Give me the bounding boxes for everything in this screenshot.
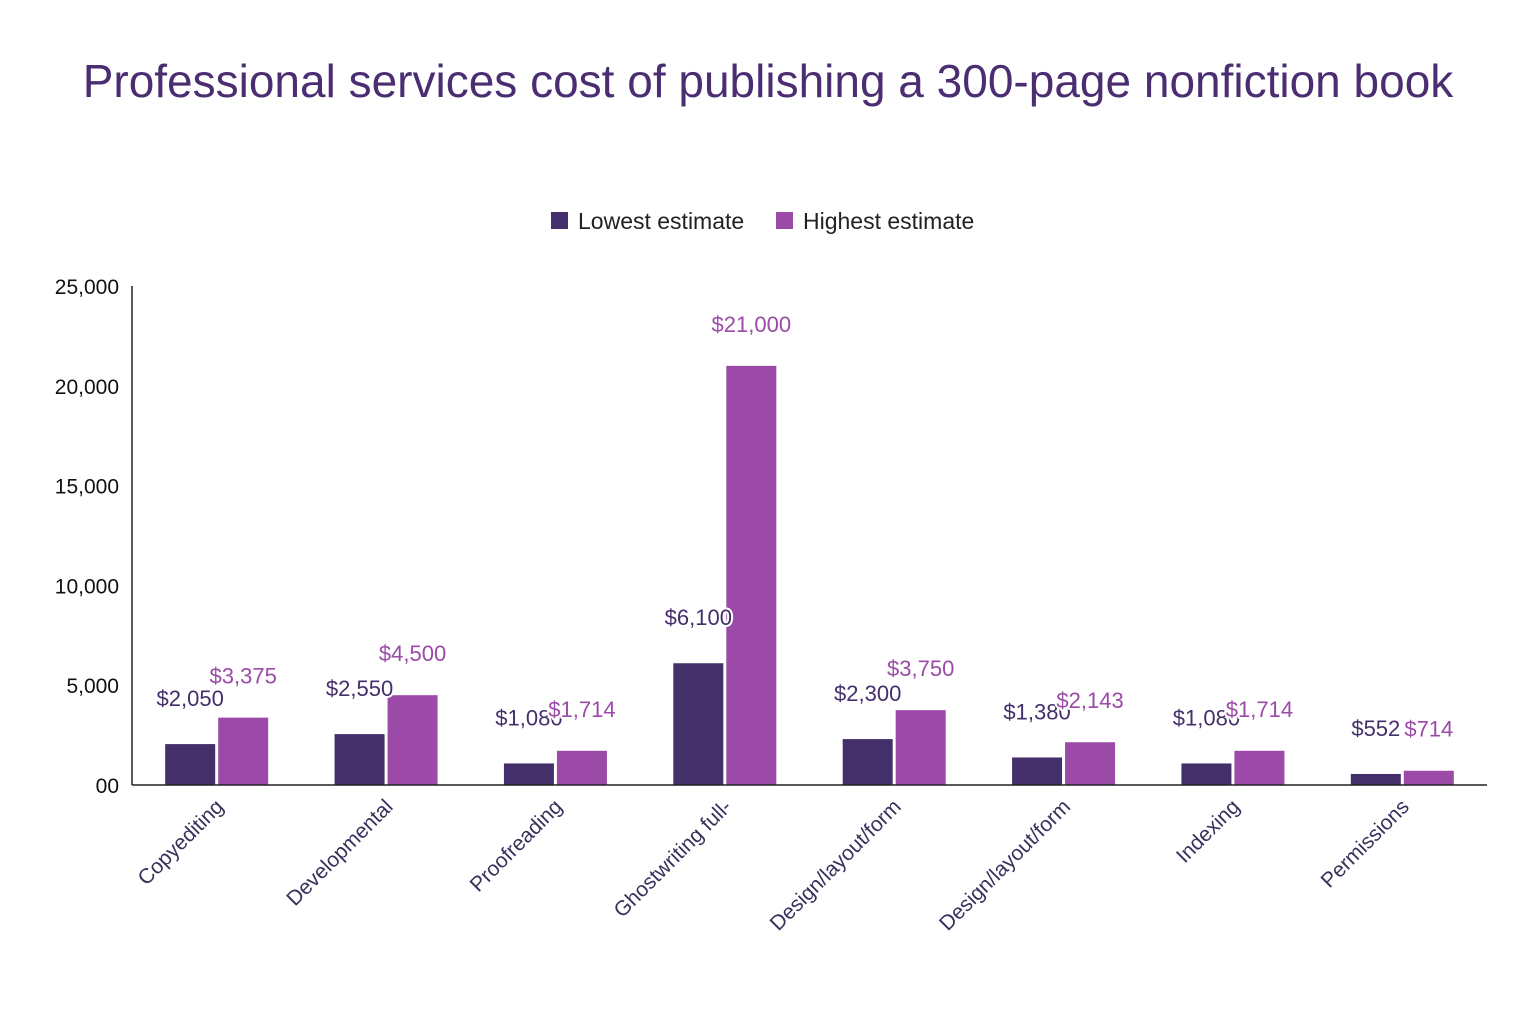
bar-lowest bbox=[503, 763, 554, 785]
bar-highest bbox=[895, 710, 946, 785]
bar-highest bbox=[556, 750, 607, 785]
data-label-highest: $1,714 bbox=[548, 697, 615, 722]
y-tick-label: 10,000 bbox=[55, 575, 119, 598]
x-axis-categories: Copyediting Developmental Proofreading Ghos… bbox=[134, 795, 1414, 935]
bar-highest bbox=[1065, 742, 1116, 785]
bar-highest bbox=[726, 365, 777, 785]
data-label-lowest: $1,080 bbox=[495, 705, 562, 730]
data-label-lowest: $1,080 bbox=[1173, 705, 1240, 730]
data-label-highest: $714 bbox=[1404, 717, 1453, 742]
y-tick-label: 20,000 bbox=[55, 376, 119, 399]
y-tick-label: 00 bbox=[96, 775, 119, 798]
y-tick-label: 25,000 bbox=[55, 276, 119, 299]
data-label-highest: $1,714 bbox=[1226, 697, 1293, 722]
data-label-lowest: $6,100 bbox=[665, 605, 732, 630]
y-axis-ticks: 00 5,000 10,000 15,000 20,000 25,000 bbox=[55, 276, 119, 798]
x-category-label: Developmental bbox=[282, 795, 397, 910]
x-category-label: Permissions bbox=[1317, 795, 1414, 892]
bar-lowest bbox=[1350, 773, 1401, 785]
data-labels: $2,050$3,375 $2,550$4,500$1,080$1,714$6,1… bbox=[155, 310, 1456, 744]
data-label-lowest: $1,380 bbox=[1003, 699, 1070, 724]
bar-lowest bbox=[842, 739, 893, 785]
data-label-highest: $21,000 bbox=[712, 312, 792, 337]
bar-lowest bbox=[1181, 763, 1232, 785]
x-category-label: Design/layout/form bbox=[766, 795, 906, 935]
bar-highest bbox=[218, 717, 269, 785]
bar-highest bbox=[1234, 750, 1285, 785]
data-label-lowest: $552 bbox=[1351, 716, 1400, 741]
y-tick-label: 5,000 bbox=[66, 675, 119, 698]
bar-lowest bbox=[673, 663, 724, 785]
data-label-highest: $4,500 bbox=[379, 641, 446, 666]
x-category-label: Indexing bbox=[1172, 795, 1244, 867]
x-category-label: Copyediting bbox=[134, 795, 229, 890]
data-label-lowest: $2,050 bbox=[157, 686, 224, 711]
chart-title: Professional services cost of publishing… bbox=[82, 55, 1454, 107]
legend-label-2: Highest estimate bbox=[803, 208, 974, 234]
bars bbox=[165, 365, 1454, 785]
legend-swatch-2 bbox=[776, 212, 793, 229]
data-label-highest: $3,750 bbox=[887, 656, 954, 681]
data-label-lowest: $2,550 bbox=[326, 676, 393, 701]
data-label-highest: $2,143 bbox=[1056, 688, 1123, 713]
bar-lowest bbox=[334, 734, 385, 785]
legend-label-1: Lowest estimate bbox=[578, 208, 744, 234]
axes bbox=[131, 286, 1487, 786]
bar-highest bbox=[387, 695, 438, 785]
legend-swatch-1 bbox=[551, 212, 568, 229]
y-tick-label: 15,000 bbox=[55, 476, 119, 499]
legend: Lowest estimate Highest estimate bbox=[551, 208, 974, 234]
x-category-label: Ghostwriting full- bbox=[609, 795, 736, 922]
bar-highest bbox=[1403, 770, 1454, 785]
data-label-highest: $3,375 bbox=[210, 664, 277, 689]
bar-lowest bbox=[165, 744, 216, 785]
x-category-label: Proofreading bbox=[466, 795, 567, 896]
x-category-label: Design/layout/form bbox=[935, 795, 1075, 935]
data-label-lowest: $2,300 bbox=[834, 681, 901, 706]
bar-lowest bbox=[1012, 757, 1063, 785]
